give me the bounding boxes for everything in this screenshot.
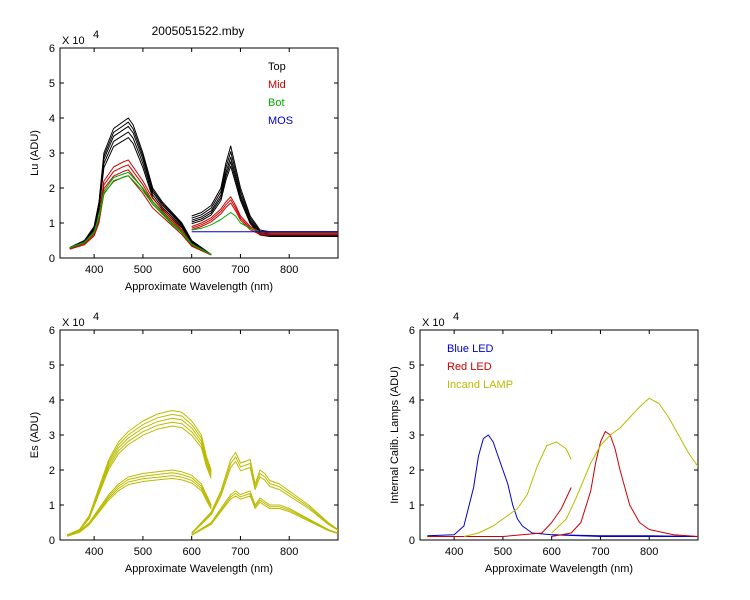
lamps-trace-line <box>551 431 698 537</box>
es-y-tick-label: 6 <box>49 325 55 337</box>
lamps-y-tick-label: 2 <box>409 465 415 477</box>
lu-x-tick-label: 600 <box>183 264 201 276</box>
es-exponent-label: X 10 <box>62 317 85 329</box>
lu-legend-entry: Bot <box>268 97 285 109</box>
lu-y-tick-label: 3 <box>49 148 55 160</box>
es-x-tick-label: 400 <box>85 546 103 558</box>
lu-y-tick-label: 6 <box>49 43 55 55</box>
lamps-trace-line <box>427 434 698 537</box>
lu-traces <box>69 117 338 256</box>
lu-x-tick-label: 800 <box>280 264 298 276</box>
lamps-x-tick-label: 700 <box>591 546 609 558</box>
lamps-panel: 400 500 600 700 800 0 1 2 3 4 5 6 X 10 4 Approximate W… <box>389 311 699 575</box>
lamps-legend-entry: Blue LED <box>447 343 494 355</box>
es-exponent-power: 4 <box>93 311 99 323</box>
lu-x-tick-label: 500 <box>134 264 152 276</box>
lamps-series-blue-led <box>427 434 698 537</box>
lu-legend-entry: Top <box>268 61 286 73</box>
figure-title: 2005051522.mby <box>152 24 245 38</box>
lamps-y-axis-label: Internal Calib. Lamps (ADU) <box>389 366 401 504</box>
lu-trace-line <box>191 161 338 236</box>
lu-x-axis-label: Approximate Wavelength (nm) <box>125 281 273 293</box>
lu-trace-line <box>191 202 338 235</box>
es-y-tick-label: 1 <box>49 500 55 512</box>
lu-exponent-power: 4 <box>93 29 99 41</box>
lamps-x-tick-label: 600 <box>543 546 561 558</box>
es-x-tick-label: 600 <box>183 546 201 558</box>
es-trace-line <box>191 495 338 536</box>
lu-exponent-label: X 10 <box>62 35 85 47</box>
lamps-exponent-label: X 10 <box>422 317 445 329</box>
es-y-tick-label: 5 <box>49 360 55 372</box>
lu-trace-line <box>191 145 338 233</box>
lu-series-top <box>69 117 338 256</box>
lamps-x-axis-label: Approximate Wavelength (nm) <box>485 563 633 575</box>
es-trace-line <box>191 456 338 534</box>
lamps-series-red-led <box>427 431 698 537</box>
es-trace-line <box>67 477 212 537</box>
lu-trace-line <box>69 175 212 256</box>
lu-panel: 400 500 600 700 800 0 1 2 3 4 5 6 X 10 4 Approximate W… <box>29 29 339 293</box>
lamps-series-incand-lamp <box>463 397 698 537</box>
lamps-exponent-power: 4 <box>453 311 459 323</box>
lu-trace-line <box>191 165 338 237</box>
es-y-axis-label: Es (ADU) <box>29 412 41 458</box>
es-trace-line <box>67 472 212 537</box>
es-trace-line <box>67 475 212 537</box>
lu-trace-line <box>191 156 338 235</box>
lu-legend-entry: Mid <box>268 79 286 91</box>
lamps-y-tick-label: 0 <box>409 535 415 547</box>
lu-x-tick-label: 400 <box>85 264 103 276</box>
lamps-y-tick-label: 1 <box>409 500 415 512</box>
lu-trace-line <box>191 151 338 234</box>
es-trace-line <box>191 492 338 536</box>
es-x-axis-label: Approximate Wavelength (nm) <box>125 563 273 575</box>
lamps-y-tick-label: 6 <box>409 325 415 337</box>
es-y-tick-label: 0 <box>49 535 55 547</box>
lu-trace-line <box>69 137 212 256</box>
es-trace-line <box>191 452 338 534</box>
es-series-0 <box>67 410 338 537</box>
es-trace-line <box>191 490 338 536</box>
lamps-trace-line <box>463 441 572 537</box>
es-traces <box>67 410 338 537</box>
es-x-tick-label: 500 <box>134 546 152 558</box>
lamps-y-tick-label: 5 <box>409 360 415 372</box>
lamps-trace-line <box>427 487 572 537</box>
lamps-x-tick-label: 400 <box>445 546 463 558</box>
lu-y-tick-label: 2 <box>49 183 55 195</box>
lu-legend-entry: MOS <box>268 115 293 127</box>
es-trace-line <box>67 425 212 536</box>
es-y-tick-label: 4 <box>49 395 55 407</box>
lamps-x-tick-label: 800 <box>640 546 658 558</box>
es-y-tick-label: 3 <box>49 430 55 442</box>
lu-plot-frame <box>59 47 339 259</box>
lu-trace-line <box>191 199 338 234</box>
es-x-tick-label: 700 <box>231 546 249 558</box>
lamps-traces <box>427 397 698 537</box>
es-x-tick-label: 800 <box>280 546 298 558</box>
es-trace-line <box>191 460 338 535</box>
es-y-tick-label: 2 <box>49 465 55 477</box>
es-trace-line <box>67 469 212 537</box>
es-panel: 400 500 600 700 800 0 1 2 3 4 5 6 X 10 4 Approximate W… <box>29 311 339 575</box>
lu-y-tick-label: 1 <box>49 218 55 230</box>
lamps-y-tick-label: 3 <box>409 430 415 442</box>
lu-y-tick-label: 4 <box>49 113 55 125</box>
lu-y-tick-label: 0 <box>49 253 55 265</box>
lamps-y-tick-label: 4 <box>409 395 415 407</box>
lamps-x-tick-label: 500 <box>494 546 512 558</box>
lamps-trace-line <box>551 534 698 537</box>
lamps-legend-entry: Incand LAMP <box>447 379 513 391</box>
lu-x-tick-label: 700 <box>231 264 249 276</box>
lu-series-mid <box>69 159 338 256</box>
lu-y-axis-label: Lu (ADU) <box>29 130 41 176</box>
lamps-trace-line <box>551 397 698 534</box>
lamps-legend-entry: Red LED <box>447 361 492 373</box>
lu-y-tick-label: 5 <box>49 78 55 90</box>
